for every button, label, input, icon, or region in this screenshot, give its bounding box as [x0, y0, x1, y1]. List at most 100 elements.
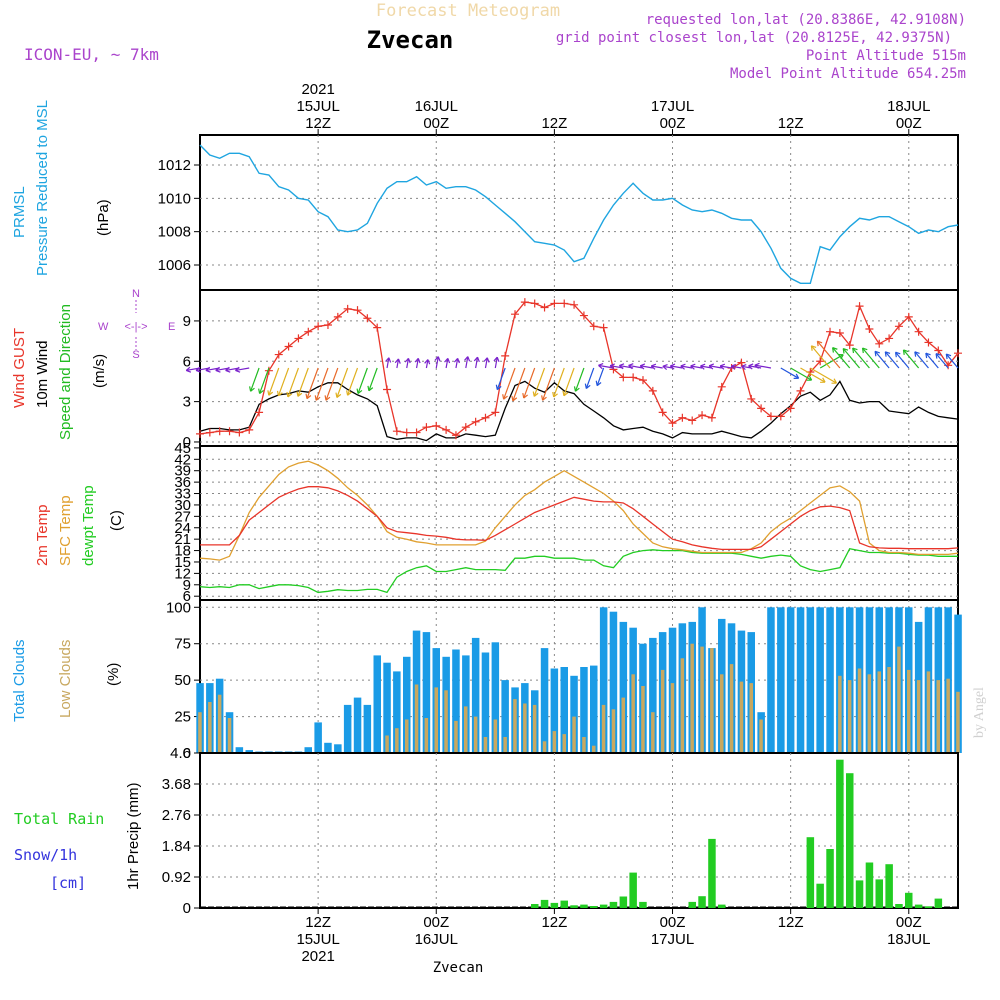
wind-panel: 0 3 6 9: [183, 289, 962, 451]
wind-direction-arrowhead: [267, 390, 274, 396]
wind-direction-arrowhead: [690, 363, 696, 370]
wind-direction-arrowhead: [662, 363, 668, 371]
precip-bar: [855, 880, 864, 908]
gust-marker: [717, 382, 726, 391]
wind-direction-arrow: [862, 347, 880, 369]
panel-labels: PRMSL Pressure Reduced to MSL (hPa) Wind…: [11, 100, 175, 892]
clouds-ytick-label: 25: [174, 709, 191, 726]
top-time-label: 2021: [301, 81, 334, 98]
wind-direction-arrowhead: [541, 395, 547, 401]
wind-direction-arrow: [598, 364, 614, 369]
low-cloud-bar: [916, 680, 921, 753]
gust-marker: [707, 413, 716, 422]
total-cloud-bar: [403, 656, 411, 753]
direction-label: Speed and Direction: [57, 304, 74, 440]
wind-direction-arrowhead: [305, 393, 312, 400]
dew-label: dewpt Temp: [80, 485, 97, 566]
low-cloud-bar: [887, 667, 891, 753]
total-cloud-bar: [777, 607, 785, 753]
wind-direction-arrowhead: [444, 357, 451, 364]
total-cloud-bar: [373, 655, 381, 753]
wind-direction-arrowhead: [902, 349, 909, 355]
wind-direction-arrow: [574, 367, 585, 392]
wind-direction-arrow: [640, 365, 653, 369]
gust-marker: [904, 312, 913, 321]
low-cloud-bar: [670, 683, 675, 753]
wind-direction-arrowhead: [522, 393, 529, 399]
gust-marker: [845, 341, 854, 350]
header: Forecast Meteogram Zvecan ICON-EU, ~ 7km…: [24, 1, 987, 976]
low-cloud-bar: [513, 699, 517, 753]
wind-direction-arrowhead: [584, 383, 591, 389]
low-cloud-bar: [710, 648, 714, 753]
wind-direction-arrow: [816, 340, 841, 369]
snow-unit-label: [cm]: [50, 874, 86, 892]
wind-frame: [199, 289, 959, 447]
precip-bar: [619, 896, 628, 908]
gust-marker: [442, 425, 451, 434]
precip-bar: [836, 759, 844, 908]
wind-ytick-label: 9: [183, 313, 191, 330]
wind-direction-arrow: [754, 364, 772, 369]
cloud-unit: (%): [105, 663, 122, 686]
total-cloud-bar: [796, 607, 805, 753]
wind-direction-arrow: [748, 365, 762, 369]
rain-label: Total Rain: [14, 810, 104, 828]
wind-direction-arrowhead: [669, 363, 676, 370]
total-cloud-bar: [235, 747, 244, 753]
wind-direction-arrow: [780, 367, 799, 379]
gust-marker: [570, 300, 579, 309]
gust-marker: [402, 428, 411, 437]
top-time-label: 00Z: [660, 115, 686, 132]
low-cloud-bar: [838, 675, 842, 753]
gust-line: [199, 301, 959, 436]
wind-direction-arrow: [596, 367, 605, 386]
wind-direction-arrowhead: [502, 394, 508, 400]
wind-direction-arrow: [425, 359, 429, 369]
low-cloud-bar: [503, 737, 507, 753]
wind-direction-arrowhead: [831, 378, 838, 384]
gust-marker: [619, 373, 628, 382]
wind-direction-arrowhead: [680, 363, 686, 370]
wind-direction-arrowhead: [394, 358, 401, 364]
gust-marker: [255, 408, 264, 417]
wind-direction-arrowhead: [639, 363, 646, 370]
total-cloud-bar: [570, 675, 578, 753]
low-cloud-bar: [907, 669, 911, 753]
watermark: by Angel: [972, 687, 987, 738]
sfc-temp-line: [199, 460, 959, 561]
pressure-panel: 1006 1008 1010 1012: [158, 134, 959, 291]
temp-ytick-label: 36: [174, 474, 191, 491]
precip-bar: [934, 898, 943, 908]
wind-direction-arrowhead: [748, 363, 754, 370]
gust-marker: [875, 339, 884, 348]
gust-marker: [550, 299, 559, 308]
wind-direction-arrowhead: [806, 375, 813, 381]
wind-direction-arrow: [542, 367, 555, 401]
wind-direction-arrow: [268, 367, 280, 396]
wind-direction-arrowhead: [424, 359, 431, 365]
precip-bar: [826, 849, 834, 908]
dewpoint-line: [199, 547, 958, 594]
low-cloud-bar: [680, 658, 685, 753]
gust-marker: [766, 412, 775, 421]
total-cloud-bar: [393, 671, 401, 753]
gust-marker: [294, 334, 303, 343]
total-cloud-bar: [501, 680, 509, 753]
gust-marker: [934, 346, 943, 355]
gust-marker: [373, 323, 382, 332]
gust-marker: [668, 419, 677, 428]
low-cloud-bar: [552, 731, 557, 753]
wind-direction-arrowhead: [609, 363, 615, 370]
wind-direction-arrow: [406, 358, 410, 369]
total-cloud-bar: [363, 704, 372, 753]
gust-marker: [284, 342, 293, 351]
total-cloud-bar: [481, 652, 490, 753]
wind-direction-arrowhead: [894, 351, 901, 358]
wind-direction-arrow: [415, 358, 419, 369]
low-cloud-bar: [523, 703, 527, 753]
precip-ytick-label: 2.76: [162, 807, 191, 824]
low-cloud-bar: [217, 694, 222, 753]
wind-direction-arrow: [553, 367, 565, 398]
